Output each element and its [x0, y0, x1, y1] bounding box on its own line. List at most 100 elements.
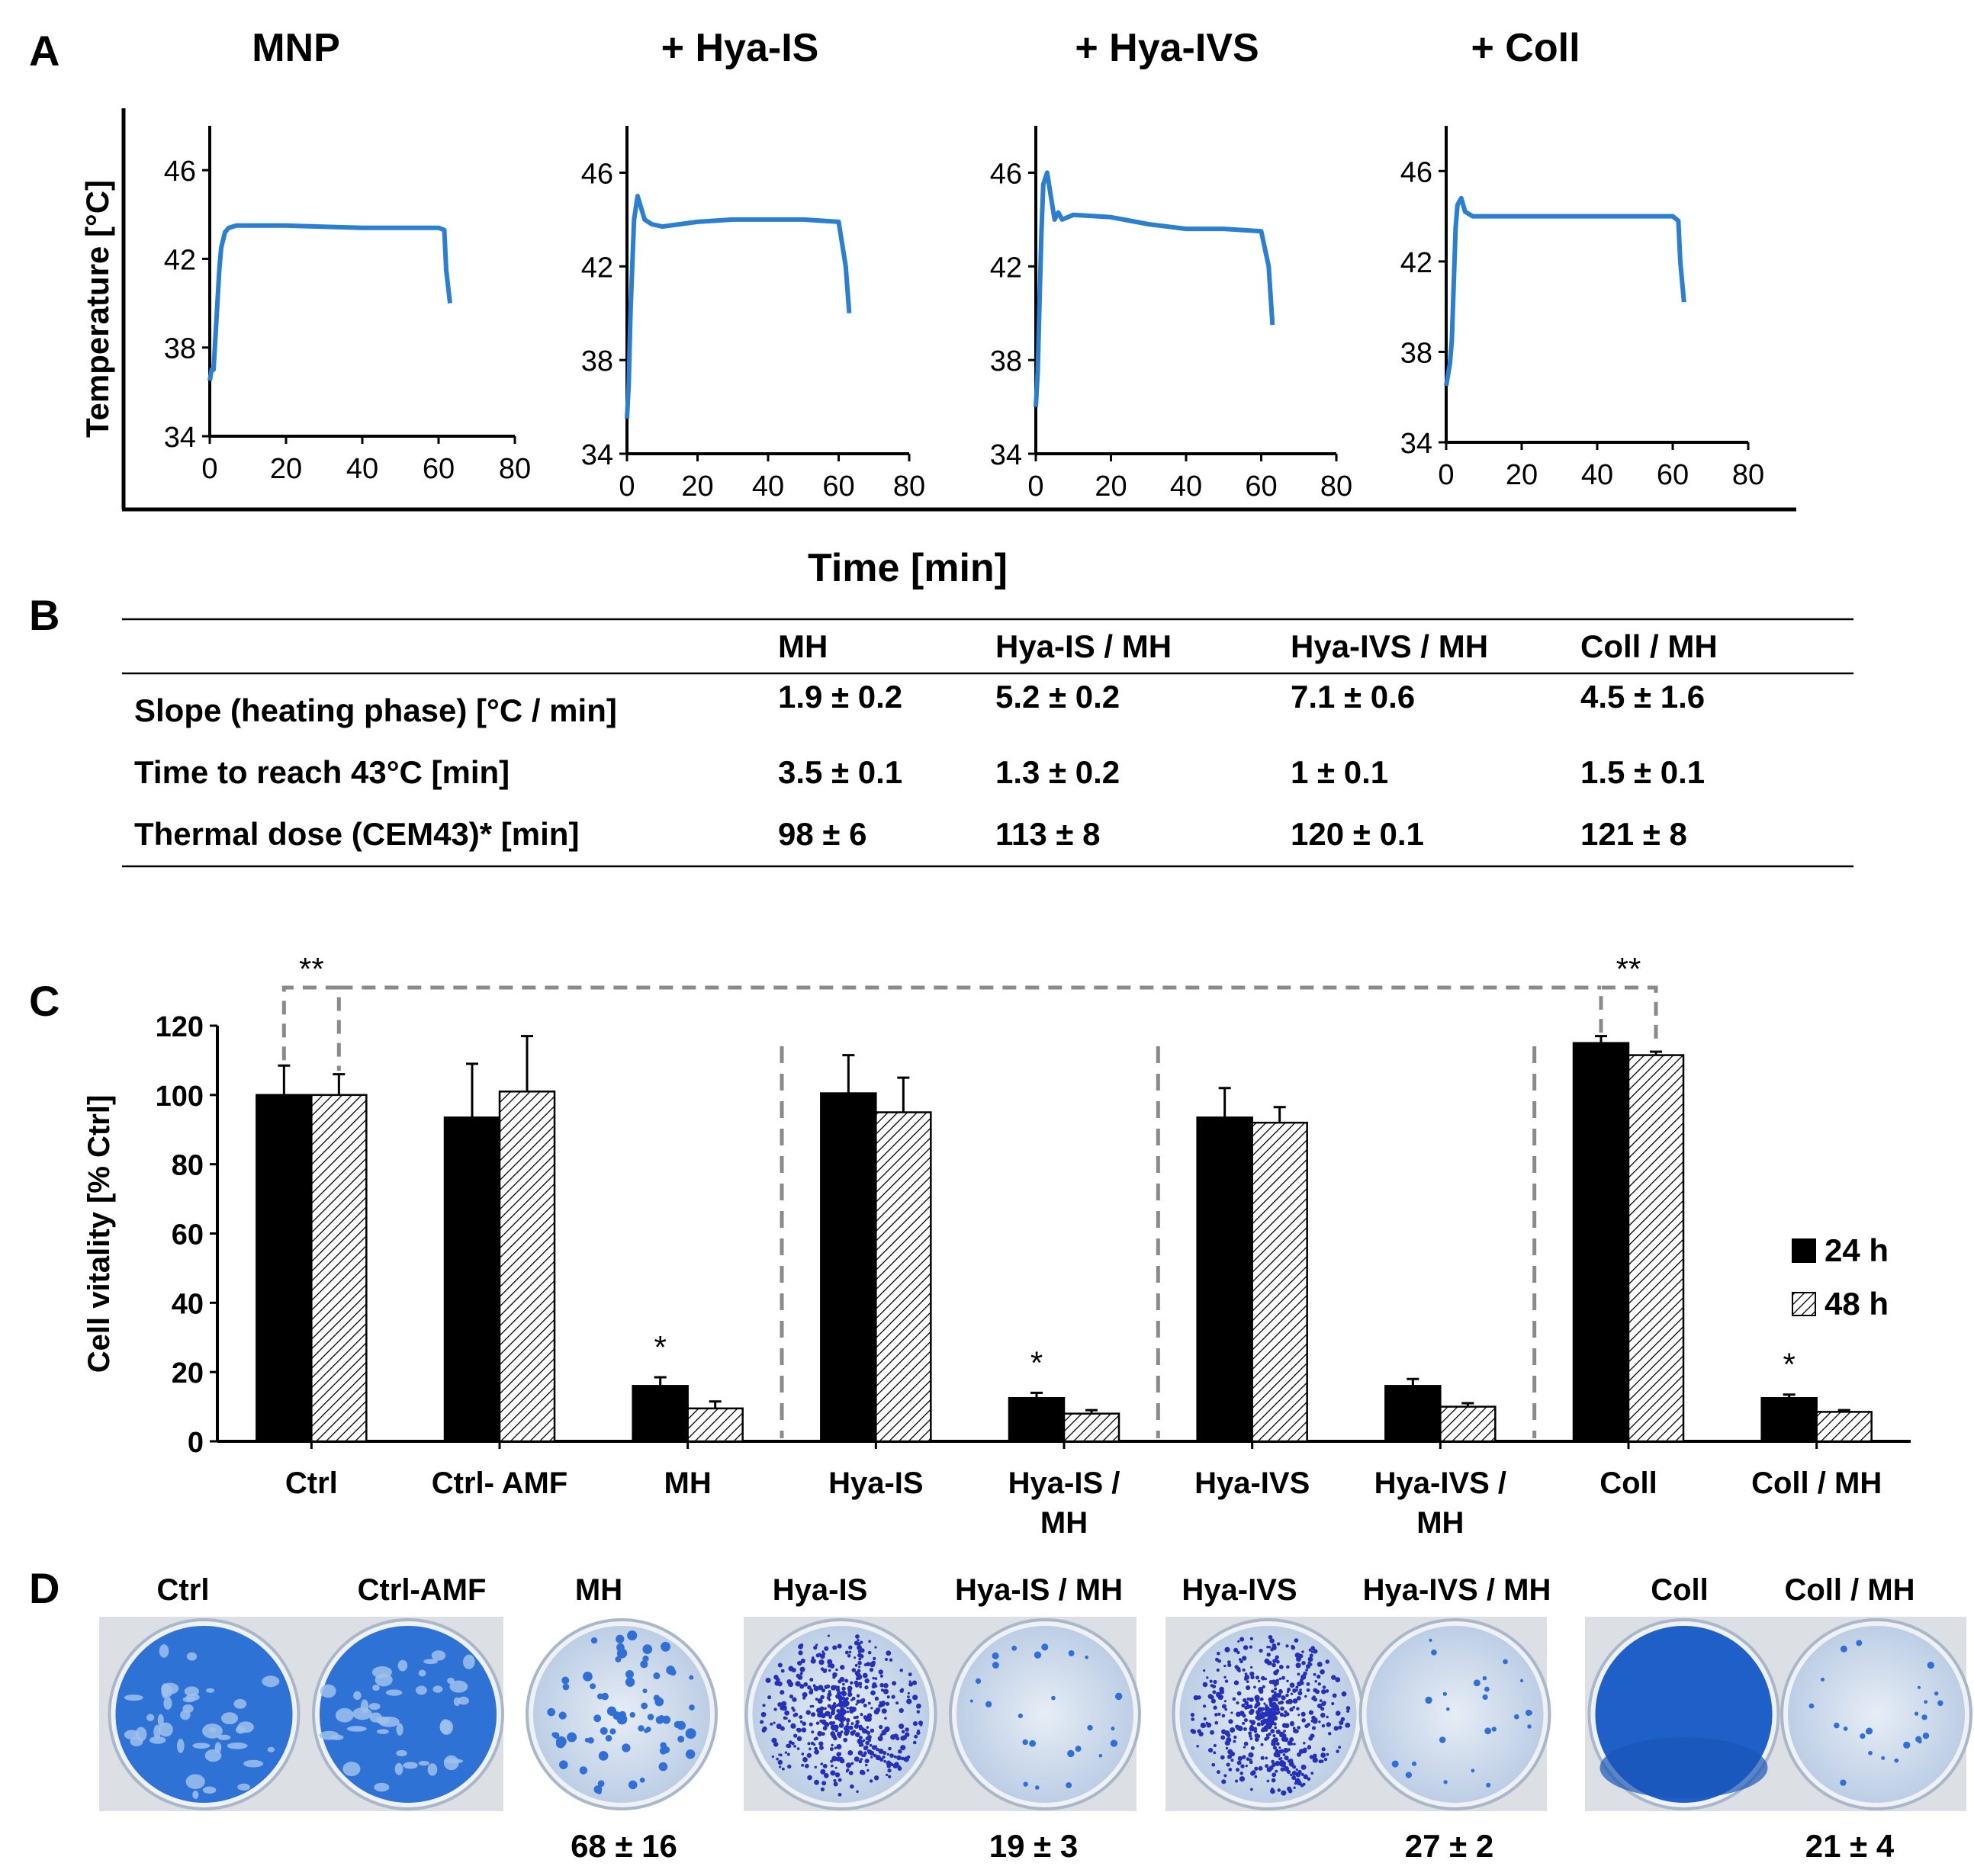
bar-48h — [875, 1111, 932, 1443]
colony-dot — [869, 1743, 873, 1747]
colony-dot — [1287, 1786, 1292, 1791]
colony-dot — [1299, 1688, 1302, 1691]
dish-clearing — [353, 1691, 362, 1701]
colony-dot — [552, 1732, 560, 1739]
line-chart-1: MNP 34 38 42 46 0 20 40 60 80 — [164, 26, 531, 485]
colony-dot — [1283, 1747, 1289, 1753]
colony-dot — [1303, 1774, 1308, 1780]
bracket-ctrl — [281, 985, 341, 1071]
colony-dot — [1250, 1771, 1255, 1776]
colony-dot — [1197, 1729, 1202, 1734]
panel-a-x-axis-label: Time [min] — [808, 546, 1008, 590]
colony-dot — [844, 1730, 850, 1736]
colony-dot — [1266, 1767, 1272, 1772]
colony-dot — [1333, 1726, 1339, 1731]
colony-dot — [685, 1728, 696, 1739]
colony-dot — [1331, 1675, 1336, 1680]
colony-dot — [1245, 1765, 1248, 1768]
colony-dot — [1290, 1773, 1293, 1777]
colony-dot — [1254, 1775, 1258, 1778]
colony-dot — [834, 1766, 838, 1769]
colony-dot — [1191, 1717, 1195, 1721]
colony-dot — [1307, 1656, 1313, 1662]
colony-dot — [1249, 1726, 1255, 1732]
colony-dot — [1273, 1722, 1277, 1726]
colony-dot — [841, 1686, 846, 1691]
colony-dot — [1310, 1772, 1314, 1775]
colony-dot — [836, 1744, 842, 1749]
colony-dot — [1300, 1674, 1307, 1680]
colony-dot — [1226, 1762, 1230, 1767]
x-tick-label: 60 — [423, 453, 455, 485]
colony-dot — [638, 1725, 645, 1732]
colony-dot — [1034, 1651, 1042, 1659]
bar-24h — [1760, 1396, 1818, 1443]
colony-dot — [677, 1735, 685, 1743]
colony-dot — [1266, 1646, 1269, 1649]
colony-dot — [1228, 1768, 1233, 1772]
colony-dot — [1326, 1715, 1329, 1719]
colony-dot — [888, 1761, 892, 1765]
colony-dot — [1482, 1675, 1487, 1681]
colony-dot — [1295, 1662, 1301, 1669]
colony-dot — [878, 1669, 883, 1675]
colony-dot — [593, 1714, 602, 1723]
colony-dot — [1304, 1695, 1307, 1698]
colony-dot — [884, 1657, 889, 1662]
colony-dot — [1275, 1669, 1280, 1673]
colony-dot — [1275, 1750, 1280, 1756]
dish-clearing — [220, 1712, 239, 1725]
colony-dot — [879, 1737, 883, 1740]
colony-dot — [860, 1713, 863, 1716]
colony-dot — [870, 1728, 875, 1733]
colony-dot — [1223, 1700, 1227, 1703]
colony-dot — [1236, 1701, 1239, 1705]
colony-dot — [777, 1759, 783, 1765]
petri-dish — [1587, 1618, 1780, 1810]
colony-dot — [1325, 1659, 1330, 1664]
colony-dot — [1230, 1727, 1236, 1733]
colony-dot — [1098, 1753, 1103, 1758]
colony-dot — [835, 1694, 841, 1699]
colony-dot — [1259, 1697, 1264, 1701]
table-row-label: Slope (heating phase) [°C / min] — [134, 692, 617, 728]
colony-dot — [881, 1703, 886, 1707]
colony-dot — [547, 1707, 556, 1717]
colony-dot — [1259, 1649, 1263, 1653]
colony-dot — [1240, 1764, 1245, 1768]
colony-dot — [1279, 1690, 1283, 1694]
colony-dot — [773, 1721, 776, 1724]
colony-dot — [1295, 1768, 1298, 1772]
colony-dot — [870, 1662, 876, 1668]
dish-label: Hya-IS — [773, 1573, 868, 1607]
colony-dot — [1286, 1665, 1290, 1669]
colony-dot — [796, 1661, 801, 1665]
colony-dot — [1313, 1672, 1317, 1676]
dish-clearing — [205, 1688, 215, 1693]
colony-dot — [1503, 1659, 1508, 1665]
colony-dot — [1305, 1669, 1308, 1672]
colony-dot — [1917, 1685, 1921, 1689]
colony-dot — [899, 1707, 904, 1714]
colony-dot — [844, 1678, 849, 1683]
colony-dot — [1246, 1685, 1251, 1691]
colony-dot — [559, 1760, 568, 1769]
colony-dot — [1243, 1645, 1249, 1650]
colony-dot — [890, 1734, 896, 1740]
colony-dot — [1041, 1643, 1049, 1651]
colony-dot — [863, 1739, 866, 1742]
colony-dot — [798, 1650, 803, 1656]
colony-dot — [857, 1669, 861, 1673]
colony-dot — [1279, 1712, 1284, 1717]
colony-dot — [809, 1690, 814, 1695]
y-tick-label: 38 — [990, 345, 1022, 377]
colony-dot — [887, 1768, 892, 1773]
colony-dot — [1281, 1675, 1285, 1680]
colony-dot — [1275, 1698, 1279, 1702]
colony-dot — [629, 1711, 636, 1718]
colony-dot — [1335, 1677, 1341, 1683]
colony-dot — [862, 1672, 868, 1678]
colony-dot — [1301, 1650, 1304, 1653]
colony-count: 27 ± 2 — [1405, 1828, 1493, 1864]
colony-dot — [850, 1706, 857, 1712]
